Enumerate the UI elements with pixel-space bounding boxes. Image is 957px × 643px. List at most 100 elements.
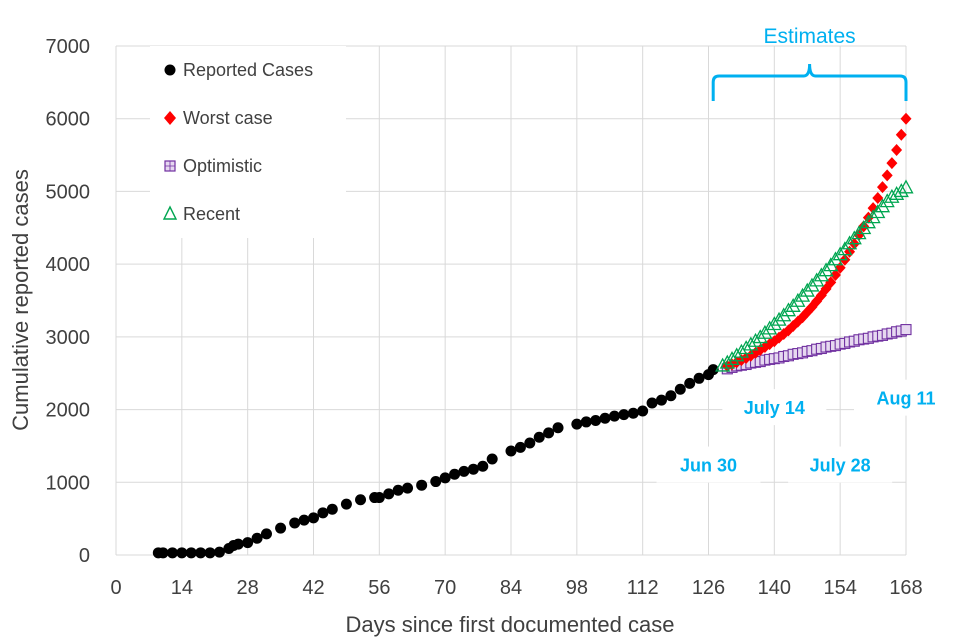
x-tick-label: 84 [500, 577, 522, 599]
data-point [743, 336, 759, 351]
data-point [874, 198, 891, 213]
legend-background [150, 46, 346, 238]
legend-marker-reported [164, 64, 176, 76]
y-tick-label: 2000 [46, 400, 91, 422]
data-point [213, 546, 225, 558]
data-point [514, 441, 526, 453]
data-point [771, 311, 787, 326]
legend-label-reported: Reported Cases [183, 60, 313, 80]
data-point [879, 193, 895, 208]
date-labels: Jun 30 July 14 July 28 Aug 11 [656, 379, 957, 483]
data-point [260, 528, 272, 540]
data-point [166, 547, 178, 559]
data-point [416, 479, 428, 491]
data-point [355, 494, 367, 506]
data-point [439, 472, 451, 484]
legend-marker-worst [164, 111, 176, 125]
data-point [505, 445, 517, 457]
data-point [477, 460, 489, 472]
series-recent [715, 179, 914, 372]
x-tick-label: 168 [889, 577, 922, 599]
legend-entry-reported: Reported Cases [164, 60, 313, 80]
x-tick-label: 112 [627, 577, 659, 599]
data-point [872, 191, 884, 204]
date-label-background [722, 389, 827, 426]
data-point [402, 482, 414, 494]
x-tick-label: 28 [237, 577, 259, 599]
data-point [818, 262, 834, 277]
data-point [707, 364, 719, 376]
y-tick-label: 0 [79, 545, 90, 567]
data-point [242, 537, 254, 549]
data-point [580, 416, 592, 428]
data-point [876, 181, 888, 194]
data-point [637, 405, 649, 417]
data-point [599, 412, 611, 424]
data-point [195, 547, 207, 559]
data-point [841, 235, 858, 250]
series-optimistic [721, 324, 912, 375]
data-point [785, 297, 801, 312]
data-point [747, 332, 764, 347]
data-point [790, 292, 806, 307]
data-point [275, 522, 287, 534]
data-point [486, 453, 498, 465]
estimates-label: Estimates [763, 25, 855, 48]
data-point [571, 418, 583, 430]
data-point [317, 507, 329, 519]
data-point [829, 269, 841, 282]
data-point [794, 287, 811, 302]
data-point [851, 225, 867, 240]
data-point [895, 128, 907, 141]
date-label: Jun 30 [680, 456, 737, 476]
data-point [846, 230, 862, 245]
data-point [757, 324, 773, 339]
data-point [752, 329, 768, 344]
axis-ticks: 0 1000 2000 3000 4000 5000 6000 7000 0 14 28 42 56 70… [46, 36, 923, 599]
data-point [430, 476, 442, 488]
legend-entry-recent: Recent [162, 204, 240, 224]
data-point [733, 343, 750, 358]
x-tick-label: 154 [823, 577, 856, 599]
data-point [865, 209, 881, 224]
data-point [825, 276, 837, 289]
legend-label-recent: Recent [183, 204, 240, 224]
data-point [251, 532, 263, 544]
data-point [308, 512, 319, 524]
y-tick-label: 4000 [46, 254, 91, 276]
data-point [900, 112, 912, 125]
date-label-background [656, 446, 761, 483]
data-point [204, 547, 216, 559]
x-tick-label: 98 [566, 577, 588, 599]
data-point [900, 324, 912, 336]
y-axis-title: Cumulative reported cases [8, 169, 33, 431]
data-point [738, 340, 754, 355]
data-point [886, 157, 898, 170]
legend: Reported Cases Worst case Optimistic Rec… [150, 46, 346, 238]
data-point [383, 488, 395, 500]
annotations: Estimates Jun 30 July 14 July 28 Aug 11 [656, 25, 957, 483]
y-tick-label: 1000 [46, 472, 91, 494]
data-point [665, 390, 677, 402]
x-tick-label: 140 [758, 577, 791, 599]
data-point [340, 498, 352, 510]
y-tick-label: 7000 [46, 36, 91, 58]
data-point [799, 282, 815, 297]
estimates-brace [711, 63, 908, 101]
data-point [724, 351, 740, 366]
y-tick-label: 3000 [46, 327, 91, 349]
legend-entry-optimistic: Optimistic [164, 156, 262, 176]
data-point [813, 267, 829, 282]
data-point [157, 547, 169, 559]
date-label-background [854, 379, 957, 416]
data-point [467, 463, 479, 475]
data-point [608, 410, 620, 422]
data-point [893, 183, 909, 198]
data-point [176, 547, 188, 559]
x-tick-label: 42 [302, 577, 324, 599]
data-point [655, 394, 667, 406]
legend-label-optimistic: Optimistic [183, 156, 262, 176]
x-tick-label: 0 [110, 577, 121, 599]
date-label-background [788, 446, 893, 483]
data-point [674, 383, 686, 395]
